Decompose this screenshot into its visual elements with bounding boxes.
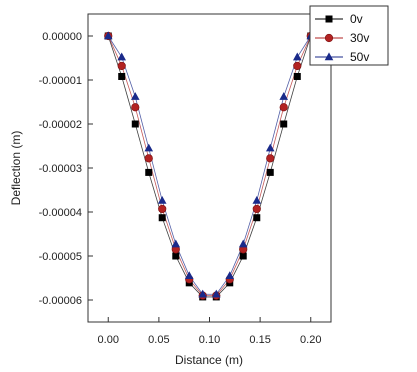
series-line-0v <box>107 35 312 298</box>
axis-ticks: 0.00 0.05 0.10 0.15 0.20 0.00000 -0.00001 -0.00… <box>39 31 322 346</box>
y-axis-title: Deflection (m) <box>9 131 23 206</box>
x-tick-label: 0.20 <box>300 334 321 346</box>
y-tick-label: -0.00006 <box>39 295 82 307</box>
series-line-50v <box>107 35 312 295</box>
data-point-0v <box>131 120 139 128</box>
data-point-30v <box>117 61 126 71</box>
legend-label-30v: 30v <box>350 31 369 45</box>
y-tick-label: -0.00002 <box>39 119 82 131</box>
x-axis-title: Distance (m) <box>175 353 243 367</box>
data-point-30v <box>158 204 167 214</box>
data-point-30v <box>266 154 275 163</box>
data-point-30v <box>279 103 288 112</box>
data-point-50v <box>198 289 208 298</box>
series-line-30v <box>107 35 312 297</box>
legend-label-50v: 50v <box>350 50 369 64</box>
data-point-30v <box>144 154 153 163</box>
legend-marker-30v <box>324 33 334 43</box>
data-point-0v <box>253 214 261 222</box>
x-tick-label: 0.05 <box>148 334 169 346</box>
data-point-50v <box>265 143 275 152</box>
data-point-50v <box>130 92 140 100</box>
y-tick-label: -0.00005 <box>39 251 82 263</box>
data-point-50v <box>144 143 154 152</box>
data-point-30v <box>131 103 140 112</box>
legend-marker-0v <box>325 15 333 23</box>
data-point-50v <box>238 239 248 248</box>
data-point-50v <box>171 239 181 248</box>
y-tick-label: -0.00001 <box>39 75 82 87</box>
y-tick-label: 0.00000 <box>42 31 82 43</box>
series-lines <box>107 35 312 298</box>
data-point-0v <box>145 168 153 176</box>
legend-box <box>309 5 389 66</box>
data-point-50v <box>103 31 113 40</box>
data-point-0v <box>172 252 180 260</box>
data-point-50v <box>211 289 221 298</box>
data-point-30v <box>293 61 302 71</box>
x-tick-label: 0.00 <box>98 334 119 346</box>
data-point-30v <box>252 204 261 214</box>
data-point-50v <box>157 195 167 204</box>
legend-marker-50v <box>324 52 334 61</box>
data-point-50v <box>184 271 194 279</box>
data-point-0v <box>239 252 247 260</box>
data-point-50v <box>225 271 235 279</box>
data-point-0v <box>266 168 274 176</box>
data-point-50v <box>117 52 127 61</box>
y-tick-label: -0.00004 <box>39 207 82 219</box>
series-markers <box>103 31 316 301</box>
x-tick-label: 0.10 <box>199 334 220 346</box>
x-tick-label: 0.15 <box>249 334 270 346</box>
data-point-50v <box>252 195 262 204</box>
legend-label-0v: 0v <box>350 12 363 26</box>
legend: 0v 30v 50v <box>309 5 389 66</box>
data-point-0v <box>280 120 288 128</box>
data-point-50v <box>279 92 289 100</box>
data-point-0v <box>158 214 166 222</box>
data-point-50v <box>292 52 302 61</box>
data-point-0v <box>293 72 301 80</box>
y-tick-label: -0.00003 <box>39 163 82 175</box>
data-point-0v <box>118 72 126 80</box>
